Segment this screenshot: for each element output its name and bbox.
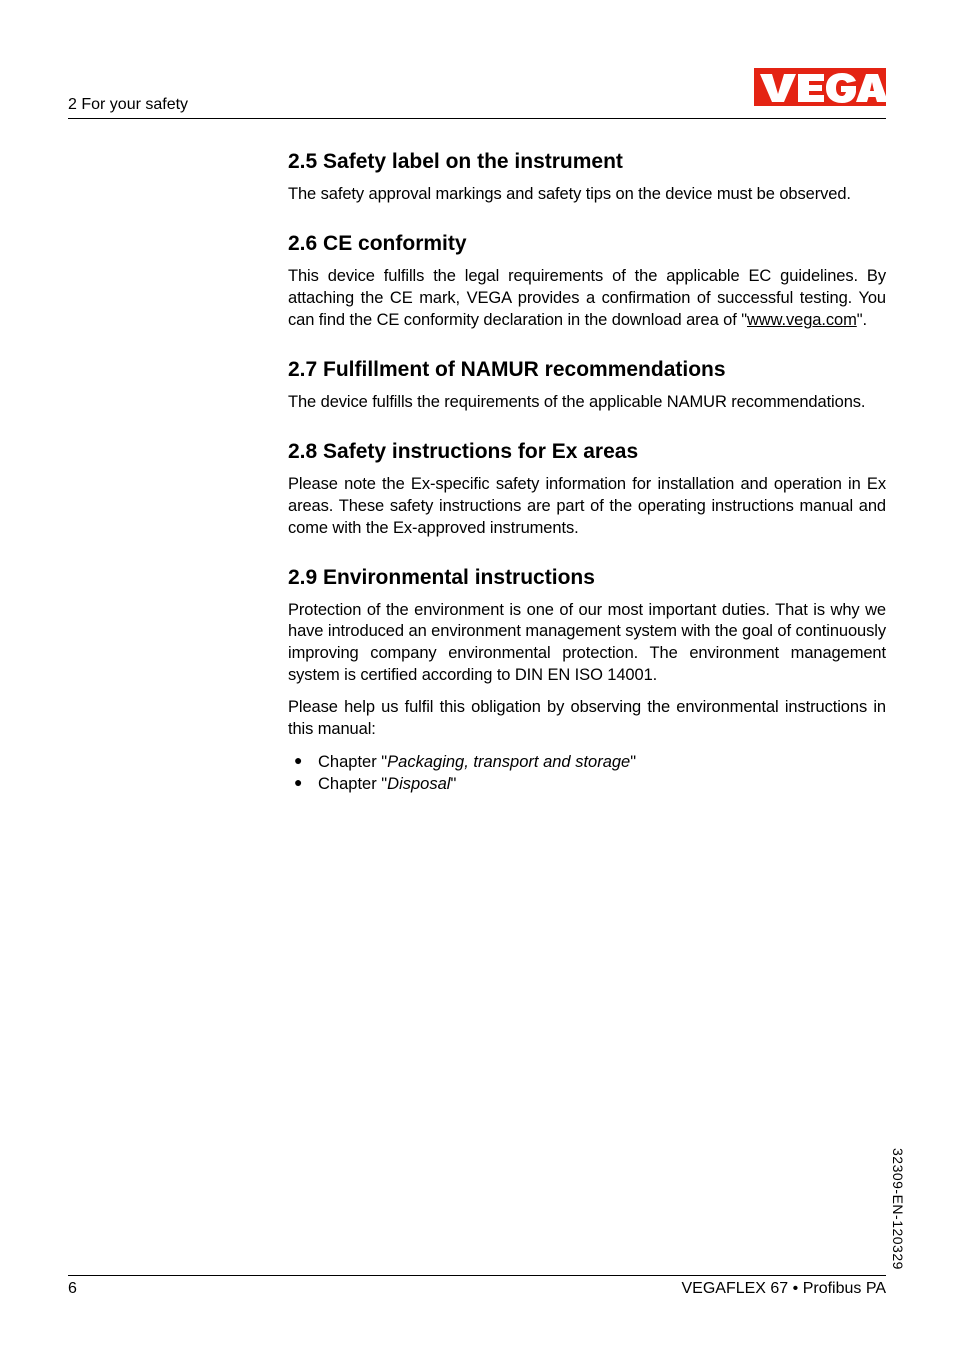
heading-2-5: 2.5 Safety label on the instrument — [288, 150, 886, 174]
bullet2-b: " — [450, 775, 456, 793]
page: 2 For your safety 2.5 Safety label on th… — [0, 0, 954, 1354]
env-bullet-list: Chapter "Packaging, transport and storag… — [288, 751, 886, 796]
link-vega-com[interactable]: www.vega.com — [747, 311, 857, 329]
document-code: 32309-EN-120329 — [890, 1148, 906, 1270]
bullet2-i: Disposal — [387, 775, 450, 793]
bullet2-a: Chapter " — [318, 775, 387, 793]
page-number: 6 — [68, 1280, 77, 1298]
vega-logo — [754, 68, 886, 106]
heading-2-9: 2.9 Environmental instructions — [288, 566, 886, 590]
bullet1-a: Chapter " — [318, 753, 387, 771]
header-section-label: 2 For your safety — [68, 96, 188, 114]
list-item: Chapter "Packaging, transport and storag… — [288, 751, 886, 773]
para-2-8-1: Please note the Ex-specific safety infor… — [288, 474, 886, 540]
heading-2-6: 2.6 CE conformity — [288, 232, 886, 256]
para-2-6-1b: ". — [857, 311, 867, 329]
content-area: 2.5 Safety label on the instrument The s… — [288, 150, 886, 796]
para-2-6-1: This device fulfills the legal requireme… — [288, 266, 886, 332]
heading-2-7: 2.7 Fulfillment of NAMUR recommendations — [288, 358, 886, 382]
list-item: Chapter "Disposal" — [288, 773, 886, 795]
bullet1-b: " — [630, 753, 636, 771]
footer-doc-title: VEGAFLEX 67 • Profibus PA — [681, 1280, 886, 1298]
para-2-7-1: The device fulfills the requirements of … — [288, 392, 886, 414]
para-2-9-2: Please help us fulfil this obligation by… — [288, 697, 886, 741]
page-footer: 6 VEGAFLEX 67 • Profibus PA — [68, 1275, 886, 1298]
para-2-9-1: Protection of the environment is one of … — [288, 600, 886, 688]
para-2-5-1: The safety approval markings and safety … — [288, 184, 886, 206]
heading-2-8: 2.8 Safety instructions for Ex areas — [288, 440, 886, 464]
bullet1-i: Packaging, transport and storage — [387, 753, 630, 771]
